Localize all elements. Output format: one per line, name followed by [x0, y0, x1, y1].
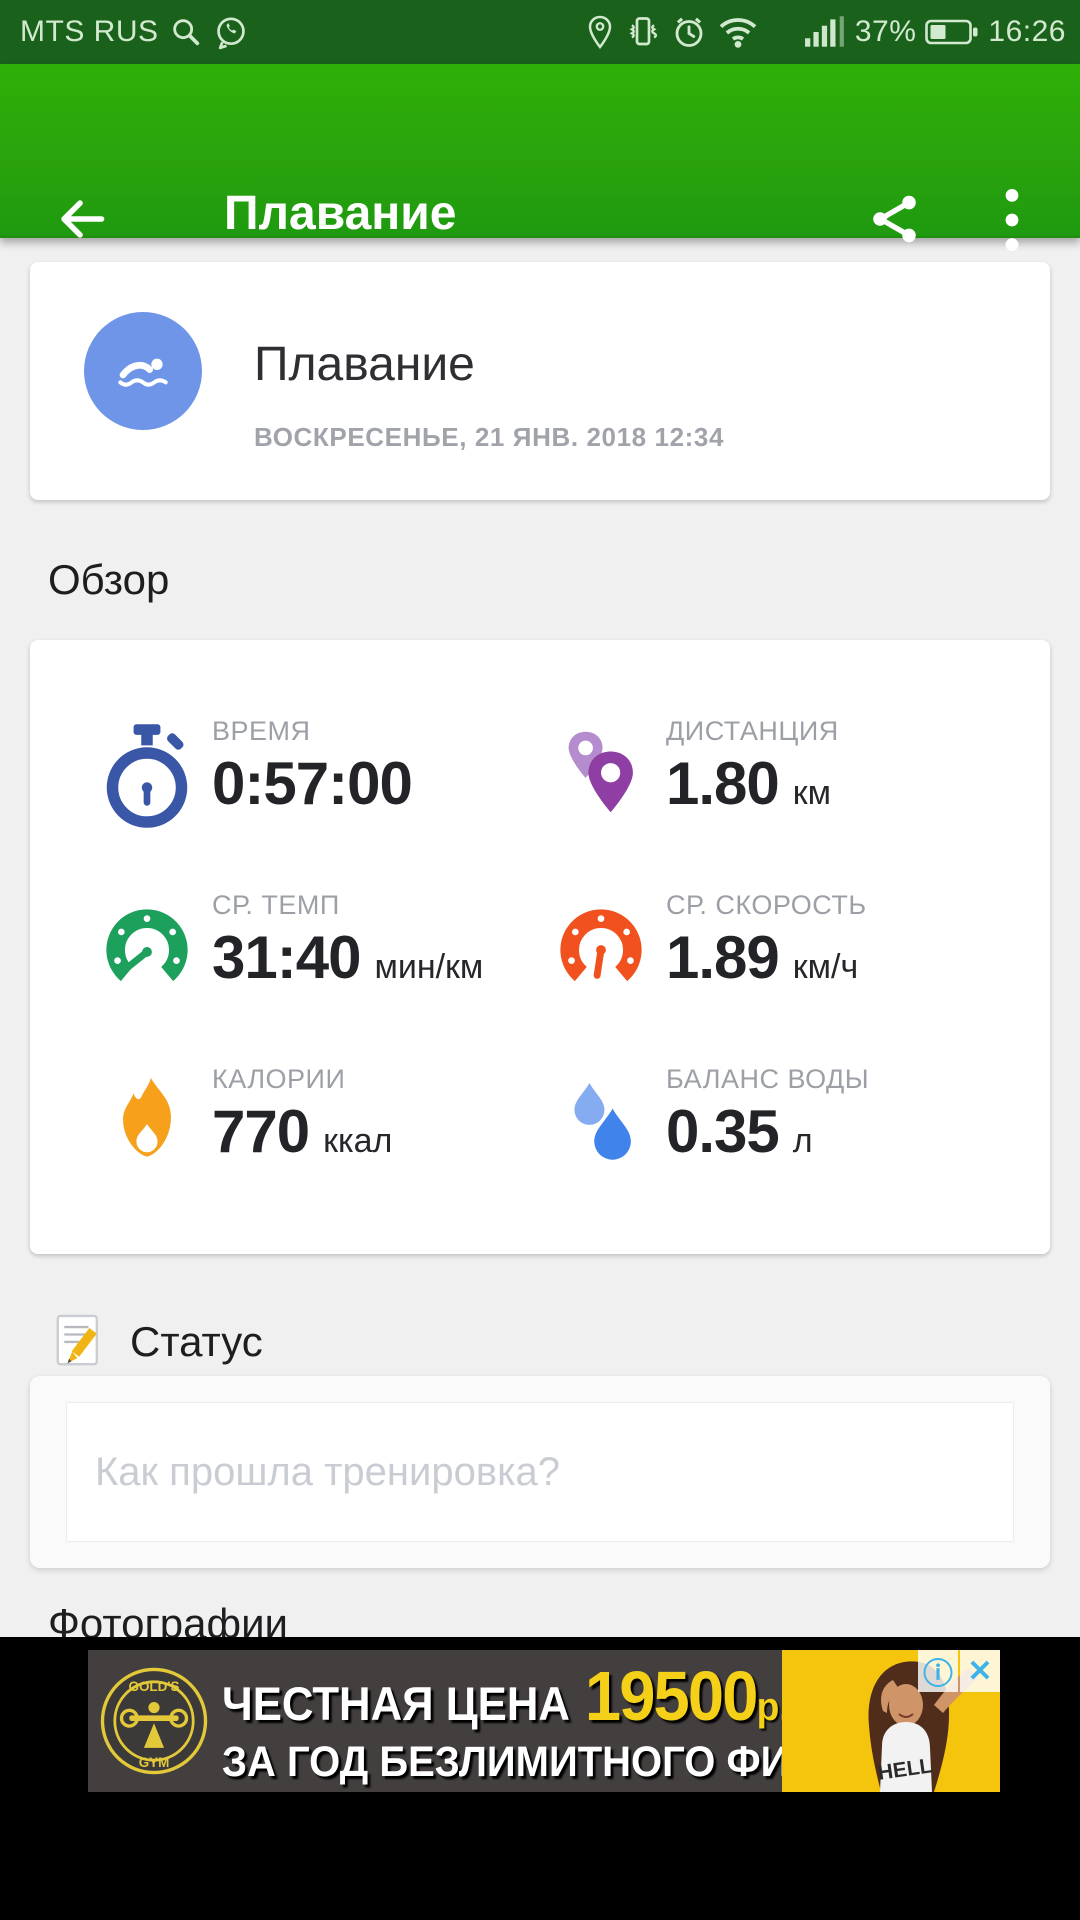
- vibrate-icon: [624, 14, 662, 50]
- svg-text:GOLD'S: GOLD'S: [129, 1679, 180, 1694]
- stat-value: 0.35: [666, 1098, 780, 1165]
- navigation-bar: [0, 1807, 1080, 1920]
- search-icon: [169, 15, 203, 49]
- distance-pins-icon: [552, 714, 650, 834]
- stat-calories: КАЛОРИИ 770 ккал: [98, 1062, 392, 1182]
- whatsapp-icon: [213, 14, 249, 50]
- back-button[interactable]: [52, 190, 110, 248]
- stat-unit: км: [792, 774, 832, 812]
- workout-title: Плавание: [254, 338, 475, 391]
- ad-content: GOLD'S GYM ЧЕСТНАЯ ЦЕНА 19500 р. ЗА ГОД …: [88, 1650, 782, 1792]
- stat-value: 1.80: [666, 750, 780, 817]
- stat-label: СР. СКОРОСТЬ: [666, 890, 867, 920]
- overview-heading: Обзор: [48, 556, 170, 603]
- stat-unit: км/ч: [792, 948, 859, 986]
- battery-percent-label: 37%: [854, 15, 917, 48]
- stat-unit: мин/км: [374, 948, 484, 986]
- stopwatch-icon: [98, 714, 196, 834]
- overflow-menu-button[interactable]: [1002, 188, 1022, 252]
- ad-price: 19500: [584, 1656, 759, 1735]
- stat-value: 770: [212, 1098, 310, 1165]
- stat-value: 0:57:00: [212, 750, 413, 817]
- overview-stats-card: ВРЕМЯ 0:57:00 ДИСТАНЦИЯ 1.80 км: [30, 640, 1050, 1254]
- stat-label: ВРЕМЯ: [212, 716, 311, 746]
- stat-value: 31:40: [212, 924, 361, 991]
- clock-label: 16:26: [988, 15, 1066, 48]
- share-button[interactable]: [866, 190, 924, 248]
- status-heading: Статус: [130, 1318, 263, 1365]
- status-bar: MTS RUS 37%: [0, 0, 1080, 64]
- ad-price-suffix: р.: [756, 1684, 782, 1729]
- stat-label: ДИСТАНЦИЯ: [666, 716, 839, 746]
- workout-datetime: ВОСКРЕСЕНЬЕ, 21 ЯНВ. 2018 12:34: [254, 422, 725, 452]
- pace-gauge-icon: [98, 888, 196, 1008]
- swimmer-icon: [111, 337, 175, 406]
- stat-label: БАЛАНС ВОДЫ: [666, 1064, 870, 1094]
- adchoices-info-icon[interactable]: ⓘ: [918, 1650, 958, 1692]
- workout-header-card: Плавание ВОСКРЕСЕНЬЕ, 21 ЯНВ. 2018 12:34: [30, 262, 1050, 500]
- ad-band: GOLD'S GYM ЧЕСТНАЯ ЦЕНА 19500 р. ЗА ГОД …: [0, 1637, 1080, 1807]
- ad-banner[interactable]: GOLD'S GYM ЧЕСТНАЯ ЦЕНА 19500 р. ЗА ГОД …: [88, 1650, 1000, 1792]
- ad-headline: ЧЕСТНАЯ ЦЕНА: [222, 1676, 570, 1730]
- stat-water-balance: БАЛАНС ВОДЫ 0.35 л: [552, 1062, 869, 1182]
- wifi-icon: [716, 15, 760, 49]
- stat-label: КАЛОРИИ: [212, 1064, 346, 1094]
- stat-avg-speed: СР. СКОРОСТЬ 1.89 км/ч: [552, 888, 867, 1008]
- note-pencil-icon: [55, 1310, 107, 1377]
- stat-label: СР. ТЕМП: [212, 890, 340, 920]
- ad-close-icon[interactable]: ✕: [960, 1650, 1000, 1692]
- stat-distance: ДИСТАНЦИЯ 1.80 км: [552, 714, 839, 834]
- stat-time: ВРЕМЯ 0:57:00: [98, 714, 426, 834]
- stat-unit: ккал: [323, 1122, 393, 1160]
- stat-avg-pace: СР. ТЕМП 31:40 мин/км: [98, 888, 483, 1008]
- alarm-icon: [671, 14, 707, 50]
- ad-model-photo: HELL: [782, 1650, 1000, 1792]
- stat-value: 1.89: [666, 924, 780, 991]
- status-input[interactable]: [67, 1403, 1013, 1541]
- water-drops-icon: [552, 1062, 650, 1182]
- avatar: [84, 312, 202, 430]
- carrier-label: MTS RUS: [20, 15, 159, 48]
- battery-icon: [925, 17, 979, 47]
- calories-flame-icon: [98, 1062, 196, 1182]
- speed-gauge-icon: [552, 888, 650, 1008]
- status-note-card: [30, 1376, 1050, 1568]
- stat-unit: л: [792, 1122, 813, 1160]
- signal-icon: [804, 15, 846, 49]
- page-title: Плавание: [224, 187, 457, 240]
- app-bar: Плавание: [0, 64, 1080, 252]
- golds-gym-logo: GOLD'S GYM: [100, 1667, 208, 1775]
- location-icon: [585, 14, 615, 50]
- ad-subline: ЗА ГОД БЕЗЛИМИТНОГО ФИТНЕСА: [222, 1737, 782, 1786]
- status-input-wrap: [66, 1402, 1014, 1542]
- svg-text:GYM: GYM: [139, 1755, 170, 1770]
